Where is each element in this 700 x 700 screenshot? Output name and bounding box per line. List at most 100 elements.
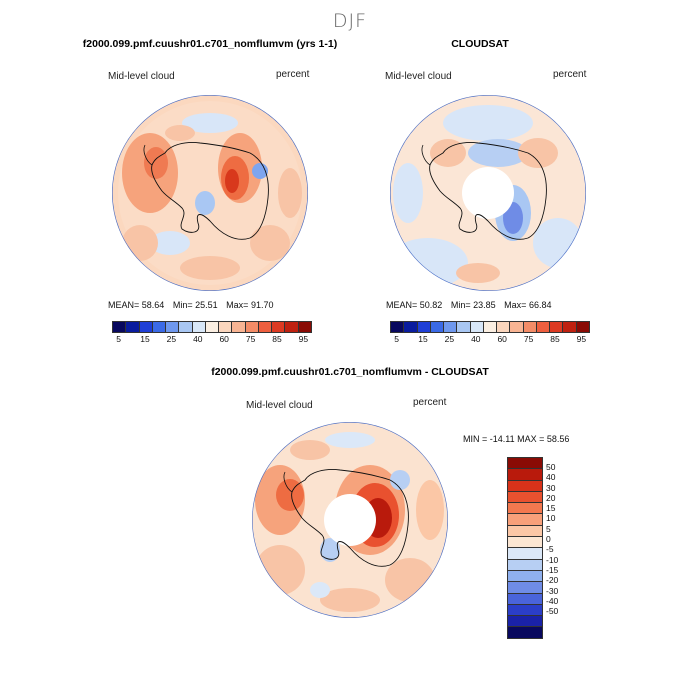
colorbar-swatch [166,322,180,332]
model-max-label: Max= [226,300,249,310]
colorbar-swatch [523,322,537,332]
obs-mean-value: 50.82 [419,300,443,310]
diff-colorbar-swatch [508,559,542,571]
obs-max-value: 66.84 [528,300,552,310]
diff-colorbar-swatch [508,514,542,526]
colorbar-swatch [126,322,140,332]
colorbar-tick-label: 25 [166,334,177,344]
colorbar-swatch [417,322,431,332]
obs-field-contours [390,105,583,288]
colorbar-tick-label: 25 [444,334,455,344]
model-min-value: 25.51 [195,300,218,310]
model-antarctica-coastline [151,142,269,240]
diff-colorbar-swatch [508,458,542,470]
obs-peninsula-coastline [421,144,431,166]
colorbar-swatch [139,322,153,332]
model-field-contours [118,101,302,285]
diff-colorbar-tick-label: 40 [546,472,556,483]
diff-colorbar-tick-label: -20 [546,575,559,586]
colorbar-tick-label: 60 [497,334,507,344]
colorbar-tick-label: 95 [298,334,309,344]
colorbar-swatch [497,322,511,332]
colorbar-swatch [404,322,418,332]
model-colorbar [112,321,312,333]
diff-colorbar-swatch [508,582,542,594]
colorbar-tick-label: 15 [418,334,428,344]
diff-variable-label: Mid-level cloud [246,400,313,411]
diff-units-label: percent [413,397,447,408]
obs-max-label: Max= [504,300,527,310]
colorbar-swatch [285,322,299,332]
obs-antarctica-coastline [429,142,547,240]
diff-colorbar-tick-label: -5 [546,544,554,555]
colorbar-swatch [576,322,589,332]
diff-colorbar-swatch [508,491,542,504]
obs-colorbar [390,321,590,333]
model-max-value: 91.70 [250,300,274,310]
diff-colorbar-tick-label: -10 [546,554,559,565]
diff-colorbar-swatch [508,548,542,560]
model-peninsula-coastline [143,144,153,166]
colorbar-swatch [550,322,564,332]
colorbar-swatch [232,322,246,332]
model-units-label: percent [276,69,310,80]
diff-polar-map [252,422,448,618]
diff-colorbar-tick-label: -30 [546,585,559,596]
colorbar-swatch [430,322,445,332]
diff-colorbar-swatch [508,570,542,583]
diff-colorbar-swatch [508,480,542,492]
colorbar-tick-label: 40 [471,334,481,344]
model-panel-title: f2000.099.pmf.cuushr01.c701_nomflumvm (y… [82,38,338,50]
colorbar-swatch [483,322,498,332]
colorbar-swatch [563,322,577,332]
colorbar-tick-label: 5 [116,334,121,344]
diff-panel-title: f2000.099.pmf.cuushr01.c701_nomflumvm - … [211,366,489,378]
diff-peninsula-coastline [283,471,293,493]
colorbar-swatch [444,322,458,332]
diff-colorbar-swatch [508,525,542,538]
colorbar-swatch [510,322,524,332]
colorbar-swatch [258,322,273,332]
diff-colorbar-tick-label: -40 [546,595,559,606]
model-stats: MEAN= 58.64 Min= 25.51 Max= 91.70 [108,300,273,310]
obs-stats: MEAN= 50.82 Min= 23.85 Max= 66.84 [386,300,551,310]
diff-minmax: MIN = -14.11 MAX = 58.56 [463,434,570,444]
diff-colorbar-tick-label: 50 [546,462,556,472]
diff-missing-data-hole [324,494,376,546]
season-title: DJF [332,10,368,32]
model-mean-value: 58.64 [141,300,165,310]
model-colorbar-ticks: 5 15 25 40 60 75 85 95 [112,334,312,346]
obs-mean-label: MEAN= [386,300,418,310]
obs-panel-title: CLOUDSAT [451,38,509,50]
model-variable-label: Mid-level cloud [108,71,175,82]
obs-min-value: 23.85 [473,300,496,310]
colorbar-swatch [245,322,259,332]
diff-colorbar-tick-label: -15 [546,564,559,575]
diff-colorbar-tick-label: 10 [546,513,556,524]
colorbar-swatch [298,322,311,332]
colorbar-tick-label: 95 [576,334,587,344]
obs-colorbar-ticks: 5 15 25 40 60 75 85 95 [390,334,590,346]
colorbar-swatch [192,322,206,332]
colorbar-swatch [179,322,193,332]
colorbar-tick-label: 85 [272,334,282,344]
colorbar-swatch [391,322,405,332]
colorbar-swatch [219,322,233,332]
diff-colorbar-tick-label: 0 [546,534,551,545]
obs-polar-map [390,95,586,291]
colorbar-swatch [470,322,484,332]
colorbar-tick-label: 75 [245,334,256,344]
colorbar-swatch [113,322,127,332]
colorbar-tick-label: 15 [140,334,150,344]
obs-min-label: Min= [450,300,471,310]
diff-colorbar-swatch [508,604,542,617]
diff-colorbar-tick-label: 5 [546,523,551,534]
diff-colorbar-ticks: 50 40 30 20 15 10 5 0 -5 -10 -15 -20 -30 -40 -50 [546,462,558,616]
colorbar-swatch [457,322,471,332]
model-polar-map [112,95,308,291]
colorbar-tick-label: 85 [550,334,560,344]
colorbar-swatch [272,322,286,332]
diff-colorbar-swatch [508,593,542,605]
diff-colorbar-tick-label: 15 [546,503,556,514]
diff-antarctica-coastline [291,469,409,567]
